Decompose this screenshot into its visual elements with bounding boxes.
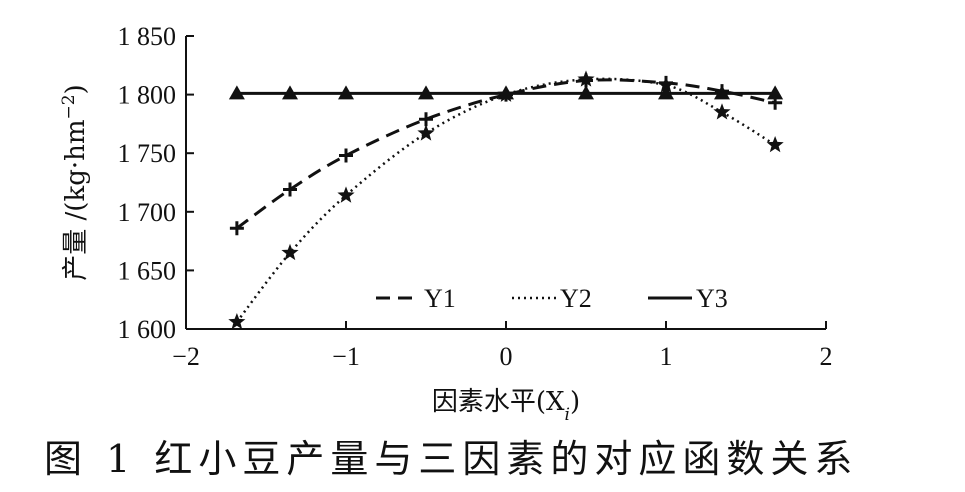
x-tick-label: 2 xyxy=(820,342,833,371)
series-y2-point xyxy=(281,243,299,261)
series-y1-point xyxy=(419,112,433,127)
series-y3-point xyxy=(338,85,354,100)
series-y2-line xyxy=(235,77,776,323)
x-axis-title-close: ) xyxy=(570,387,580,417)
y-axis-title-main: 产量 /(kg·hm xyxy=(61,119,91,280)
y-tick-label: 1 800 xyxy=(118,81,177,110)
legend-label-y2: Y2 xyxy=(560,284,592,313)
x-tick-label: 1 xyxy=(660,342,673,371)
series-y3-point xyxy=(767,85,784,100)
series-y1-point xyxy=(339,148,353,163)
series-y1-line xyxy=(236,78,776,230)
y-tick-label: 1 850 xyxy=(118,22,177,51)
line-chart: 1 600 1 650 1 700 1 750 1 800 1 850 −2 −1 0 1 2 Y1… xyxy=(59,22,833,425)
y-axis-title: 产量 /(kg·hm−2) xyxy=(59,84,91,280)
series-y2-point xyxy=(713,103,731,120)
series-y3-point xyxy=(578,85,594,100)
series-y3-point xyxy=(228,85,245,100)
x-axis-title: 因素水平(Xi) xyxy=(432,387,580,425)
x-tick-label: −1 xyxy=(332,342,360,371)
series-layer xyxy=(228,70,784,330)
x-tick-label: −2 xyxy=(172,342,200,371)
x-axis-title-sub: i xyxy=(565,405,570,425)
y-tick-label: 1 700 xyxy=(118,198,177,227)
legend-label-y1: Y1 xyxy=(424,284,456,313)
series-y3 xyxy=(228,85,784,100)
series-y3-point xyxy=(282,85,298,100)
x-tick-label: 0 xyxy=(500,342,513,371)
series-y3-point xyxy=(658,85,674,100)
series-y2-point xyxy=(417,124,435,141)
figure-caption: 图 1 红小豆产量与三因素的对应函数关系 xyxy=(44,437,859,481)
series-y3-point xyxy=(498,85,514,100)
series-y1-point xyxy=(283,182,297,197)
legend-label-y3: Y3 xyxy=(696,284,728,313)
y-axis-title-sup: −2 xyxy=(59,94,79,119)
y-axis-title-close: ) xyxy=(61,84,91,94)
series-y2-point xyxy=(577,70,595,87)
series-y1-point xyxy=(229,221,244,236)
series-y3-point xyxy=(418,85,434,100)
x-axis-title-main: 因素水平(X xyxy=(432,387,565,417)
y-tick-label: 1 650 xyxy=(118,256,177,285)
y-tick-label: 1 750 xyxy=(118,139,177,168)
legend: Y1 Y2 Y3 xyxy=(376,284,728,313)
series-y2-point xyxy=(657,76,675,93)
y-tick-label: 1 600 xyxy=(118,315,177,344)
series-y2-point xyxy=(766,136,784,153)
series-y2-point xyxy=(228,313,246,330)
axes: 1 600 1 650 1 700 1 750 1 800 1 850 −2 −1 0 1 2 xyxy=(118,22,833,371)
series-y3-point xyxy=(714,85,730,100)
series-y2-point xyxy=(337,186,355,203)
